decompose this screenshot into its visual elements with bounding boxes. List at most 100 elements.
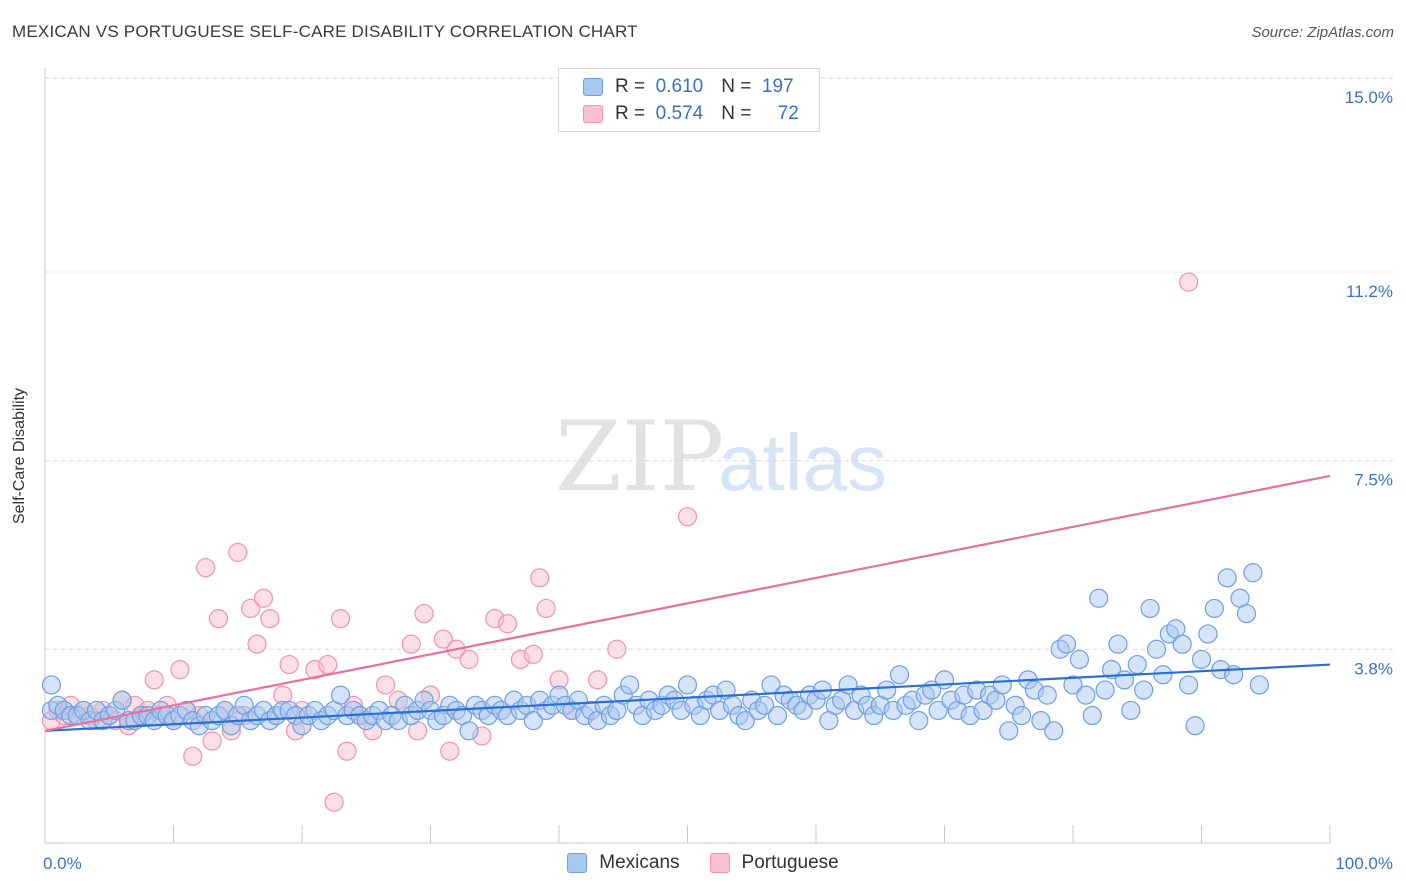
n-label: N = <box>721 103 752 124</box>
mexicans-legend-swatch <box>567 853 588 873</box>
legend-label-mexicans: Mexicans <box>599 852 680 873</box>
mexicans-point <box>1198 624 1218 644</box>
legend-item-portuguese[interactable]: Portuguese <box>709 852 839 874</box>
mexicans-point <box>1056 634 1077 654</box>
mexicans-point <box>735 711 755 731</box>
portuguese-point <box>279 654 299 675</box>
mexicans-points <box>41 563 1269 741</box>
mexicans-swatch <box>583 78 603 96</box>
r-value-mexicans: 0.610 <box>655 76 704 97</box>
y-tick-label: 7.5% <box>1354 471 1393 490</box>
portuguese-point <box>183 746 203 766</box>
portuguese-point <box>498 614 518 634</box>
mexicans-point <box>999 721 1019 741</box>
y-tick-label: 11.2% <box>1346 282 1393 301</box>
mexicans-point <box>41 675 62 695</box>
grid-lines <box>45 77 1395 650</box>
mexicans-point <box>1140 598 1160 619</box>
watermark-zip: ZIP <box>555 401 724 513</box>
mexicans-point <box>767 705 788 726</box>
mexicans-point <box>1179 675 1199 695</box>
mexicans-point <box>523 711 543 731</box>
mexicans-point <box>1082 705 1102 726</box>
y-tick-label: 3.8% <box>1354 659 1393 678</box>
mexicans-point <box>677 675 698 695</box>
mexicans-point <box>1069 649 1090 670</box>
portuguese-point <box>536 598 556 619</box>
portuguese-trend-line <box>44 474 1331 732</box>
mexicans-point <box>928 700 948 721</box>
mexicans-point <box>330 685 351 705</box>
mexicans-point <box>877 680 897 700</box>
mexicans-point <box>1011 705 1032 726</box>
portuguese-point <box>260 609 280 629</box>
mexicans-point <box>1249 675 1269 695</box>
mexicans-point <box>909 711 929 731</box>
portuguese-point <box>318 654 338 675</box>
portuguese-point <box>196 558 216 578</box>
mexicans-point <box>459 721 479 741</box>
mexicans-point <box>112 690 132 710</box>
n-value-portuguese: 72 <box>777 103 799 124</box>
mexicans-point <box>889 665 910 685</box>
mexicans-point <box>1185 716 1205 736</box>
portuguese-point <box>587 670 608 690</box>
mexicans-trend-line <box>44 663 1331 732</box>
portuguese-point <box>247 634 267 654</box>
portuguese-point <box>401 634 421 654</box>
mexicans-point <box>1204 598 1224 619</box>
mexicans-point <box>620 675 640 695</box>
legend-row-mexicans: R = 0.610 N = 197 <box>583 75 794 99</box>
mexicans-point <box>1076 685 1096 705</box>
portuguese-point <box>241 598 261 619</box>
mexicans-point <box>1101 660 1122 680</box>
legend-label-portuguese: Portuguese <box>741 852 839 873</box>
correlation-legend: R = 0.610 N = 197 R = 0.574 N = 72 <box>558 68 820 132</box>
mexicans-point <box>1031 711 1051 731</box>
mexicans-point <box>1089 588 1109 608</box>
watermark-atlas: atlas <box>718 418 887 507</box>
portuguese-legend-swatch <box>709 853 730 873</box>
portuguese-point <box>337 741 357 761</box>
portuguese-point <box>228 542 248 562</box>
mexicans-point <box>1243 563 1263 583</box>
mexicans-point <box>1127 654 1147 675</box>
portuguese-point <box>607 639 627 659</box>
mexicans-point <box>754 695 775 715</box>
portuguese-point <box>440 741 460 761</box>
portuguese-point <box>414 603 434 624</box>
portuguese-point <box>324 792 344 812</box>
series-legend: Mexicans Portuguese <box>0 852 1406 874</box>
portuguese-point <box>459 649 479 670</box>
portuguese-point <box>330 609 351 629</box>
x-tick-label-min: 0.0% <box>43 854 82 873</box>
mexicans-point <box>1044 721 1064 741</box>
mexicans-point <box>1172 634 1192 654</box>
legend-row-portuguese: R = 0.574 N = 72 <box>583 102 799 126</box>
portuguese-point <box>523 644 543 664</box>
mexicans-point <box>1146 639 1167 659</box>
mexicans-point <box>1063 675 1083 695</box>
mexicans-point <box>1191 649 1212 670</box>
mexicans-point <box>1153 665 1173 685</box>
trend-lines <box>44 474 1331 732</box>
mexicans-point <box>1236 603 1257 624</box>
y-tick-label: 15.0% <box>1345 88 1393 107</box>
x-tick-label-max: 100.0% <box>1335 854 1393 873</box>
portuguese-point <box>202 731 222 751</box>
portuguese-point <box>530 568 550 588</box>
chart-title: MEXICAN VS PORTUGUESE SELF-CARE DISABILI… <box>12 22 638 41</box>
mexicans-point <box>1217 568 1237 588</box>
axes <box>44 68 1331 844</box>
portuguese-point <box>208 609 229 629</box>
portuguese-point <box>144 670 164 690</box>
r-label: R = <box>615 76 646 97</box>
mexicans-point <box>992 675 1012 695</box>
n-label: N = <box>721 76 752 97</box>
portuguese-point <box>253 588 274 608</box>
source-label: Source: ZipAtlas.com <box>1251 24 1394 41</box>
portuguese-point <box>433 629 453 649</box>
legend-item-mexicans[interactable]: Mexicans <box>567 852 680 874</box>
mexicans-point <box>1095 680 1115 700</box>
